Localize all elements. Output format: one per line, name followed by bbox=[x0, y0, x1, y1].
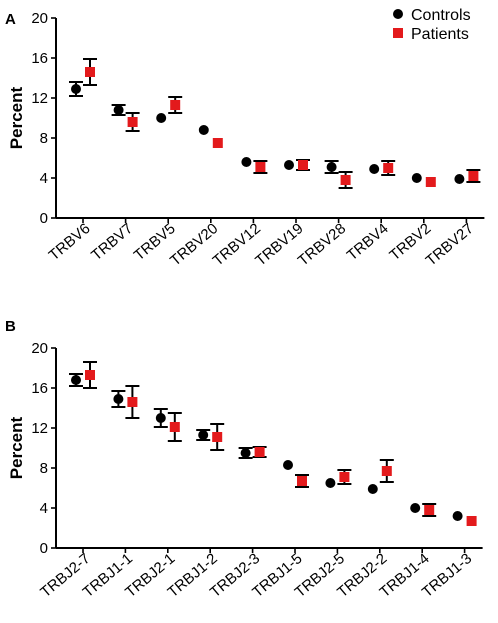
legend: Controls Patients bbox=[393, 7, 471, 43]
controls-point bbox=[325, 478, 336, 488]
controls-point bbox=[155, 413, 166, 423]
patients-point bbox=[424, 505, 435, 515]
y-axis-title: Percent bbox=[7, 416, 26, 479]
controls-point bbox=[369, 164, 380, 174]
controls-point bbox=[113, 394, 124, 404]
legend-label: Controls bbox=[411, 7, 471, 24]
controls-point bbox=[284, 160, 294, 170]
patients-point bbox=[127, 117, 138, 127]
patients-point bbox=[297, 476, 307, 486]
controls-point bbox=[198, 125, 209, 135]
y-tick-label: 8 bbox=[40, 460, 48, 477]
patients-point bbox=[383, 163, 394, 173]
patients-point bbox=[425, 177, 436, 187]
patients-point bbox=[212, 432, 223, 442]
controls-point bbox=[113, 105, 124, 115]
controls-point bbox=[367, 484, 378, 494]
patients-point bbox=[85, 67, 95, 77]
y-tick-label: 0 bbox=[40, 210, 48, 227]
panel-letter: A bbox=[5, 11, 16, 28]
controls-point bbox=[198, 430, 209, 440]
y-tick-label: 20 bbox=[31, 340, 48, 357]
legend-marker-controls bbox=[393, 9, 403, 19]
panel-a-chart: A048121620PercentTRBV6TRBV7TRBV5TRBV20TR… bbox=[5, 10, 485, 270]
patients-point bbox=[254, 447, 265, 457]
y-tick-label: 12 bbox=[31, 90, 48, 107]
y-tick-label: 8 bbox=[40, 130, 48, 147]
legend-label: Patients bbox=[411, 26, 469, 43]
controls-point bbox=[156, 113, 167, 123]
patients-point bbox=[169, 422, 180, 432]
patients-point bbox=[381, 466, 392, 476]
patients-point bbox=[127, 397, 138, 407]
y-tick-label: 20 bbox=[31, 10, 48, 27]
patients-point bbox=[298, 160, 308, 170]
patients-point bbox=[85, 370, 95, 380]
patients-point bbox=[170, 100, 181, 110]
controls-point bbox=[454, 174, 465, 184]
y-tick-label: 0 bbox=[40, 540, 48, 557]
legend-marker-patients bbox=[393, 28, 403, 38]
panel-b-chart: B048121620PercentTRBJ2-7TRBJ1-1TRBJ2-1TR… bbox=[5, 318, 483, 601]
y-tick-label: 16 bbox=[31, 380, 48, 397]
y-tick-label: 4 bbox=[40, 500, 48, 517]
patients-point bbox=[468, 171, 479, 181]
y-tick-label: 4 bbox=[40, 170, 48, 187]
y-tick-label: 12 bbox=[31, 420, 48, 437]
panel-letter: B bbox=[5, 318, 16, 335]
patients-point bbox=[212, 138, 223, 148]
x-tick-label: TRBV4 bbox=[344, 220, 392, 264]
x-tick-label: TRBV7 bbox=[88, 220, 136, 264]
controls-point bbox=[452, 511, 463, 521]
y-tick-label: 16 bbox=[31, 50, 48, 67]
y-axis-title: Percent bbox=[7, 86, 26, 149]
controls-point bbox=[240, 448, 251, 458]
controls-point bbox=[71, 375, 81, 385]
controls-point bbox=[283, 460, 293, 470]
patients-point bbox=[466, 516, 477, 526]
controls-point bbox=[326, 162, 337, 172]
x-tick-label: TRBV28 bbox=[295, 220, 349, 269]
patients-point bbox=[340, 175, 351, 185]
patients-point bbox=[255, 162, 266, 172]
controls-point bbox=[410, 503, 421, 513]
controls-point bbox=[411, 173, 422, 183]
controls-point bbox=[241, 157, 252, 167]
x-tick-label: TRBV6 bbox=[46, 220, 94, 264]
x-tick-label: TRBV27 bbox=[423, 220, 477, 269]
patients-point bbox=[339, 472, 350, 482]
controls-point bbox=[71, 84, 81, 94]
